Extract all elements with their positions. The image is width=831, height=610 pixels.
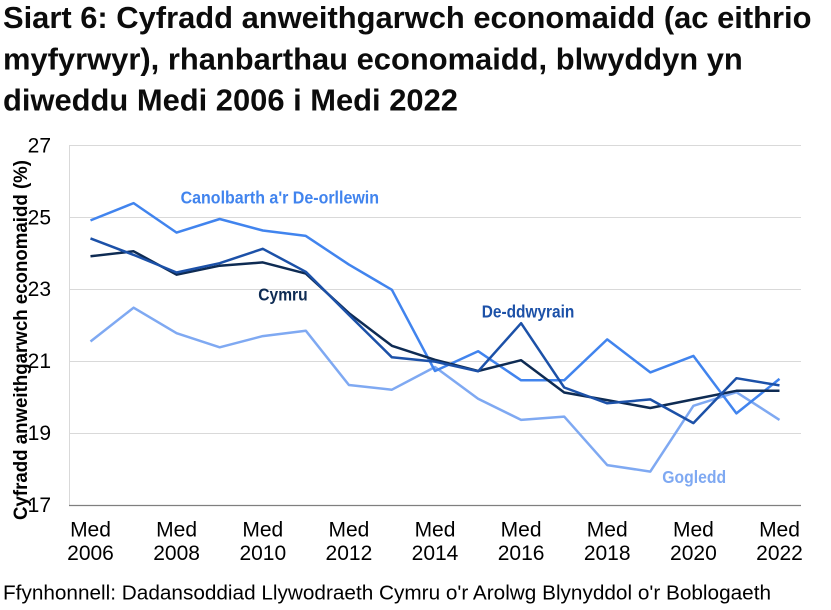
svg-text:Med: Med <box>70 519 111 542</box>
svg-text:2010: 2010 <box>239 542 286 565</box>
svg-text:Med: Med <box>587 519 628 542</box>
svg-text:Med: Med <box>759 519 800 542</box>
svg-text:Med: Med <box>673 519 714 542</box>
svg-text:19: 19 <box>28 422 51 445</box>
svg-text:Med: Med <box>415 519 456 542</box>
svg-text:2022: 2022 <box>756 542 803 565</box>
svg-text:Canolbarth a'r De-orllewin: Canolbarth a'r De-orllewin <box>181 188 379 208</box>
svg-text:diweddu Medi 2006 i Medi 2022: diweddu Medi 2006 i Medi 2022 <box>3 83 458 118</box>
svg-text:17: 17 <box>28 494 51 517</box>
svg-text:Med: Med <box>156 519 197 542</box>
svg-text:27: 27 <box>28 134 51 157</box>
svg-text:2020: 2020 <box>670 542 717 565</box>
svg-text:myfyrwyr), rhanbarthau economa: myfyrwyr), rhanbarthau economaidd, blwyd… <box>3 42 743 77</box>
svg-text:2012: 2012 <box>326 542 373 565</box>
svg-text:Med: Med <box>328 519 369 542</box>
svg-text:2016: 2016 <box>498 542 545 565</box>
svg-text:23: 23 <box>28 278 51 301</box>
svg-text:2018: 2018 <box>584 542 631 565</box>
svg-text:21: 21 <box>28 350 51 373</box>
svg-text:Siart 6: Cyfradd anweithgarwch: Siart 6: Cyfradd anweithgarwch economaid… <box>3 0 811 35</box>
svg-text:2014: 2014 <box>412 542 459 565</box>
svg-text:Med: Med <box>242 519 283 542</box>
svg-text:Ffynhonnell: Dadansoddiad Llyw: Ffynhonnell: Dadansoddiad Llywodraeth Cy… <box>3 582 771 605</box>
svg-text:2008: 2008 <box>153 542 200 565</box>
svg-text:Gogledd: Gogledd <box>662 467 726 487</box>
svg-text:2006: 2006 <box>67 542 114 565</box>
svg-text:Cymru: Cymru <box>258 285 307 305</box>
svg-text:25: 25 <box>28 206 51 229</box>
svg-text:De-ddwyrain: De-ddwyrain <box>482 302 575 322</box>
svg-text:Cyfradd anweithgarwch economai: Cyfradd anweithgarwch economaidd (%) <box>10 160 32 520</box>
svg-text:Med: Med <box>501 519 542 542</box>
